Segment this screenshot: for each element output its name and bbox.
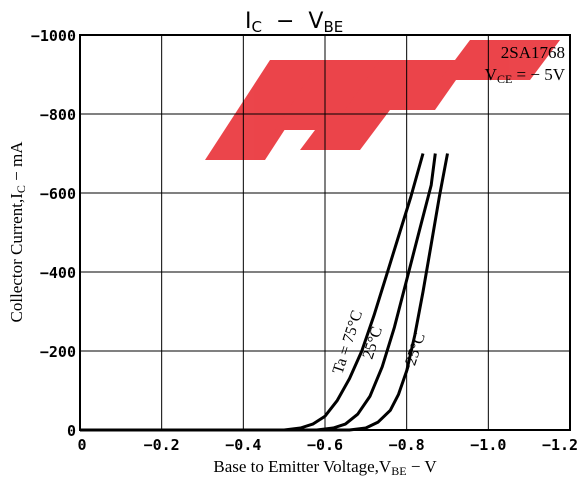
x-tick-label: −0.6 (307, 436, 343, 454)
y-tick-label: −400 (40, 264, 76, 282)
series-line-0 (80, 153, 425, 432)
y-tick-label: 0 (67, 422, 76, 440)
x-tick-labels: 0 −0.2 −0.4 −0.6 −0.8 −1.0 −1.2 (77, 436, 578, 454)
watermark-logo (205, 40, 560, 160)
x-tick-label: −0.2 (144, 436, 180, 454)
x-tick-label: 0 (77, 436, 86, 454)
condition-label: VCE = − 5V (485, 65, 566, 86)
x-tick-label: −1.2 (542, 436, 578, 454)
chart-title: IC − VBE (245, 9, 343, 36)
y-axis-label: Collector Current,IC − mA (7, 141, 28, 323)
x-tick-label: −0.8 (389, 436, 425, 454)
curve-label-25c: 25°C (360, 325, 386, 362)
y-tick-label: −200 (40, 343, 76, 361)
series-line-1 (80, 153, 437, 432)
y-tick-label: −800 (40, 106, 76, 124)
x-tick-label: −0.4 (225, 436, 261, 454)
y-tick-label: −1000 (31, 27, 76, 45)
y-tick-labels: 0 −200 −400 −600 −800 −1000 (31, 27, 76, 440)
part-number: 2SA1768 (501, 43, 565, 62)
series-curves (80, 153, 449, 432)
x-axis-label: Base to Emitter Voltage,VBE − V (213, 457, 437, 478)
grid-lines (80, 35, 570, 430)
x-tick-label: −1.0 (470, 436, 506, 454)
y-tick-label: −600 (40, 185, 76, 203)
series-line-2 (80, 153, 449, 432)
curve-label-75c: Ta = 75°C (330, 308, 367, 376)
curve-label-minus25c: −25°C (400, 331, 429, 376)
